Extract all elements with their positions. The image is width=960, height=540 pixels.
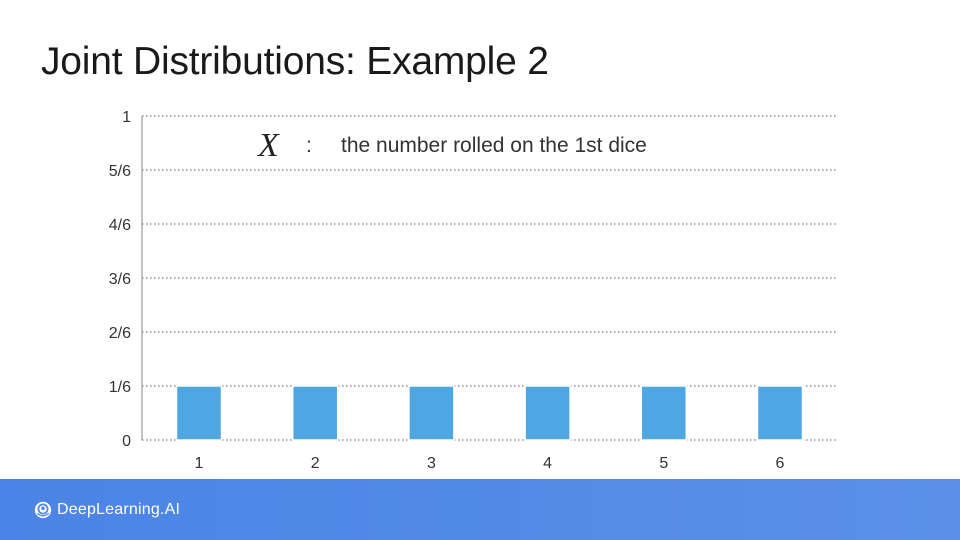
bar	[175, 385, 223, 441]
brand-name: DeepLearning.AI	[57, 501, 181, 518]
annotation-separator: :	[306, 134, 312, 157]
y-tick-label: 1/6	[109, 379, 131, 396]
bar	[291, 385, 339, 441]
x-tick-label: 6	[776, 455, 785, 472]
variable-description: the number rolled on the 1st dice	[341, 134, 647, 157]
brand-logo: DeepLearning.AI	[34, 499, 180, 521]
x-tick-label: 1	[195, 455, 204, 472]
y-tick-label: 3/6	[109, 271, 131, 288]
bar	[524, 385, 571, 441]
x-tick-label: 4	[543, 455, 552, 472]
variable-annotation: X : the number rolled on the 1st dice	[256, 127, 647, 164]
x-tick-label: 2	[311, 455, 320, 472]
x-tick-label: 3	[427, 455, 436, 472]
y-tick-label: 1	[122, 109, 131, 126]
bar	[640, 385, 688, 441]
bar	[756, 385, 804, 441]
x-tick-label: 5	[659, 455, 668, 472]
y-tick-label: 2/6	[109, 325, 131, 342]
slide-title: Joint Distributions: Example 2	[41, 40, 549, 83]
bars	[175, 385, 804, 441]
deeplearning-logo-icon	[34, 501, 52, 519]
footer-bar: DeepLearning.AI	[0, 479, 960, 540]
x-tick-labels: 1 2 3 4 5 6	[195, 455, 785, 472]
y-tick-label: 0	[122, 433, 131, 450]
y-tick-labels: 0 1/6 2/6 3/6 4/6 5/6 1	[109, 109, 131, 450]
variable-symbol: X	[256, 127, 280, 164]
y-tick-label: 4/6	[109, 217, 131, 234]
grid-lines	[142, 115, 838, 441]
y-tick-label: 5/6	[109, 163, 131, 180]
probability-bar-chart: 0 1/6 2/6 3/6 4/6 5/6 1 1 2 3 4 5 6 X : the number …	[109, 109, 838, 472]
bar	[408, 385, 455, 441]
